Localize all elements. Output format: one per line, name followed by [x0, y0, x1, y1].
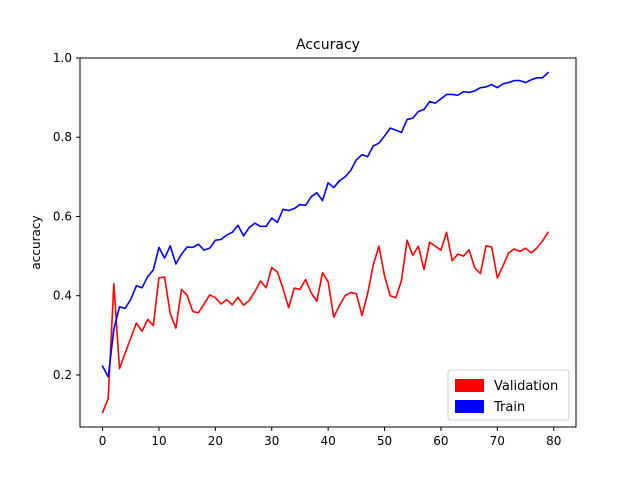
x-tick-label: 80 — [546, 434, 561, 448]
series-line-train — [101, 71, 550, 378]
y-axis: 0.2 0.4 0.6 0.8 1.0 — [53, 51, 80, 382]
x-axis: 0 10 20 30 40 50 60 70 80 — [99, 427, 561, 448]
x-tick-label: 40 — [321, 434, 336, 448]
legend-label-validation: Validation — [494, 379, 558, 394]
x-tick-label: 20 — [208, 434, 223, 448]
plot-lines — [101, 71, 550, 414]
chart-title: Accuracy — [296, 37, 360, 53]
y-tick-label: 1.0 — [53, 51, 72, 65]
legend-swatch-validation — [455, 379, 484, 392]
legend-swatch-train — [455, 400, 484, 413]
series-line-validation — [101, 231, 550, 414]
x-tick-label: 50 — [377, 434, 392, 448]
y-tick-label: 0.8 — [53, 130, 72, 144]
x-tick-label: 10 — [151, 434, 166, 448]
legend: Validation Train — [447, 369, 570, 421]
x-tick-label: 60 — [433, 434, 448, 448]
y-tick-label: 0.4 — [53, 289, 72, 303]
y-axis-label: accuracy — [29, 215, 43, 269]
x-tick-label: 30 — [264, 434, 279, 448]
x-tick-label: 0 — [99, 434, 107, 448]
legend-label-train: Train — [493, 400, 525, 415]
x-tick-label: 70 — [490, 434, 505, 448]
y-tick-label: 0.6 — [53, 209, 72, 223]
y-tick-label: 0.2 — [53, 368, 72, 382]
